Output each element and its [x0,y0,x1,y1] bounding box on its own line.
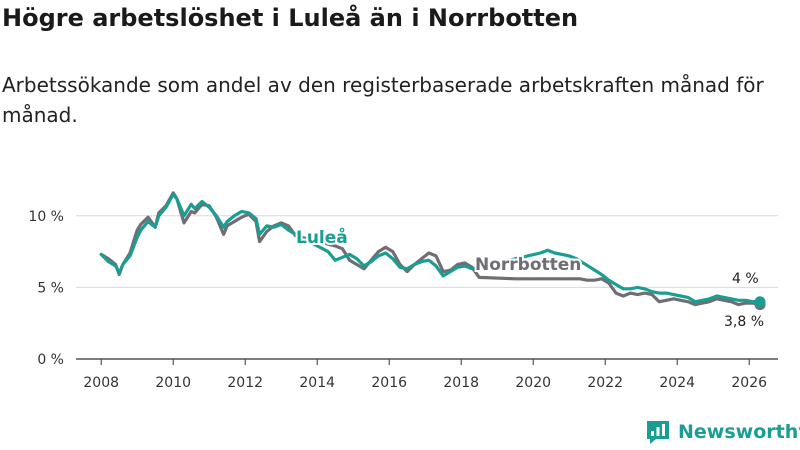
newsworthy-logo-icon [647,421,669,444]
grid-layer [76,215,778,360]
brand-name: Newsworthy [678,421,800,443]
y-tick-label: 0 % [37,352,64,368]
x-tick-label: 2016 [371,375,407,391]
end-label-lulea: 4 % [732,271,759,287]
x-tick-label: 2026 [731,375,767,391]
x-tick-label: 2012 [227,375,263,391]
series-label-lulea: Luleå [296,226,348,248]
x-tick-label: 2014 [299,375,335,391]
x-tick-label: 2024 [659,375,695,391]
x-tick-label: 2010 [155,375,191,391]
x-tick-label: 2018 [443,375,479,391]
series-label-norrbotten: Norrbotten [475,255,581,275]
y-tick-label: 5 % [37,280,64,296]
series-line-lulea [99,192,762,304]
x-tick-label: 2020 [515,375,551,391]
x-tick-label: 2022 [587,375,623,391]
chart-title: Högre arbetslöshet i Luleå än i Norrbott… [2,4,579,32]
newsworthy-logo: Newsworthy [644,418,800,446]
end-point-lulea [754,296,766,308]
series-layer [99,191,766,311]
x-tick-label: 2008 [83,375,119,391]
x-axis: 2008 2010 2012 2014 2016 2018 2020 2022 2024 2026 [83,359,767,391]
chart-subtitle: Arbetssökande som andel av den registerb… [2,73,764,127]
end-label-norrbotten: 3,8 % [724,314,764,330]
y-tick-label: 10 % [28,209,64,225]
label-layer: Luleå Norrbotten 4 % 3,8 % [294,224,764,330]
y-axis: 0 % 5 % 10 % [28,209,64,368]
